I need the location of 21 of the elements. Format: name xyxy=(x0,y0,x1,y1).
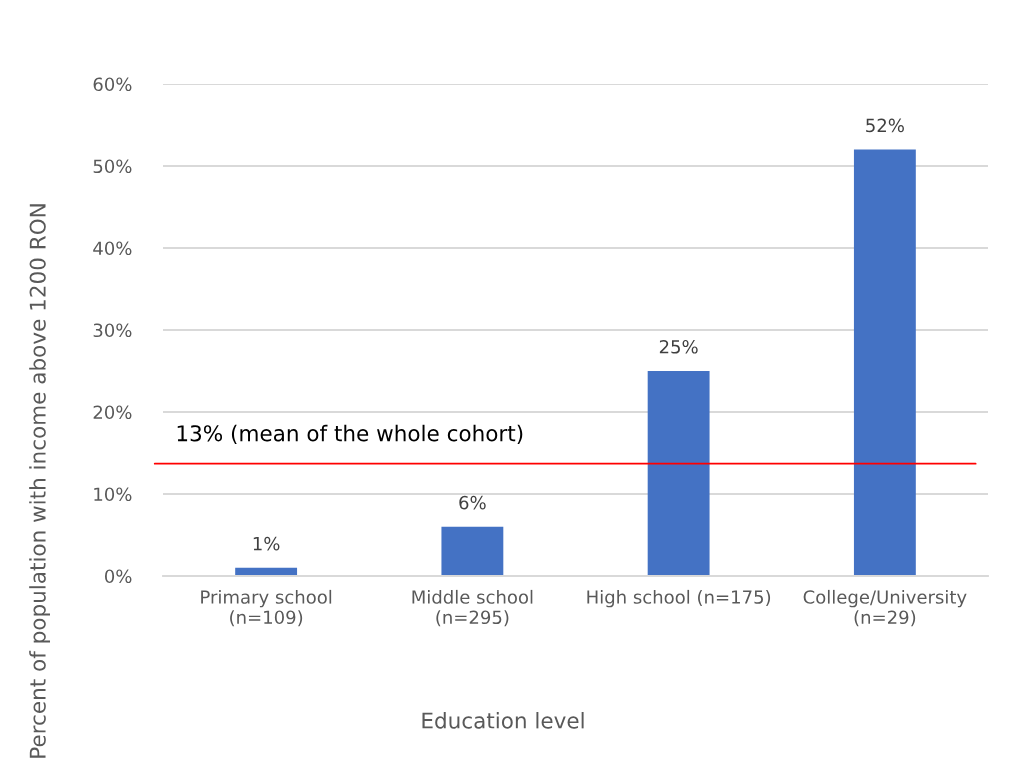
y-tick-label: 40% xyxy=(93,241,132,256)
data-label: 52% xyxy=(866,118,904,133)
y-tick-label: 10% xyxy=(94,487,132,502)
y-tick-label: 20% xyxy=(93,405,132,420)
x-tick-label: Primary school (n=109) xyxy=(201,589,332,627)
y-tick-label: 60% xyxy=(93,77,132,92)
x-tick-label: College/University (n=29) xyxy=(803,589,967,627)
bar xyxy=(647,371,710,576)
y-tick-label: 0% xyxy=(104,569,132,584)
data-label: 1% xyxy=(253,536,280,551)
ref-line-label: 13% (mean of the whole cohort) xyxy=(177,424,523,444)
y-tick-label: 50% xyxy=(93,159,132,174)
bar xyxy=(853,149,916,576)
x-axis-title: Education level xyxy=(422,712,584,729)
data-label: 25% xyxy=(659,339,698,354)
x-tick-label: Middle school (n=295) xyxy=(412,589,533,627)
data-label: 6% xyxy=(459,495,486,510)
bar xyxy=(441,526,504,576)
y-tick-label: 30% xyxy=(93,323,132,338)
x-tick-label: High school (n=175) xyxy=(587,589,771,608)
y-axis-title: Percent of population with income above 1200 RON xyxy=(29,204,50,758)
